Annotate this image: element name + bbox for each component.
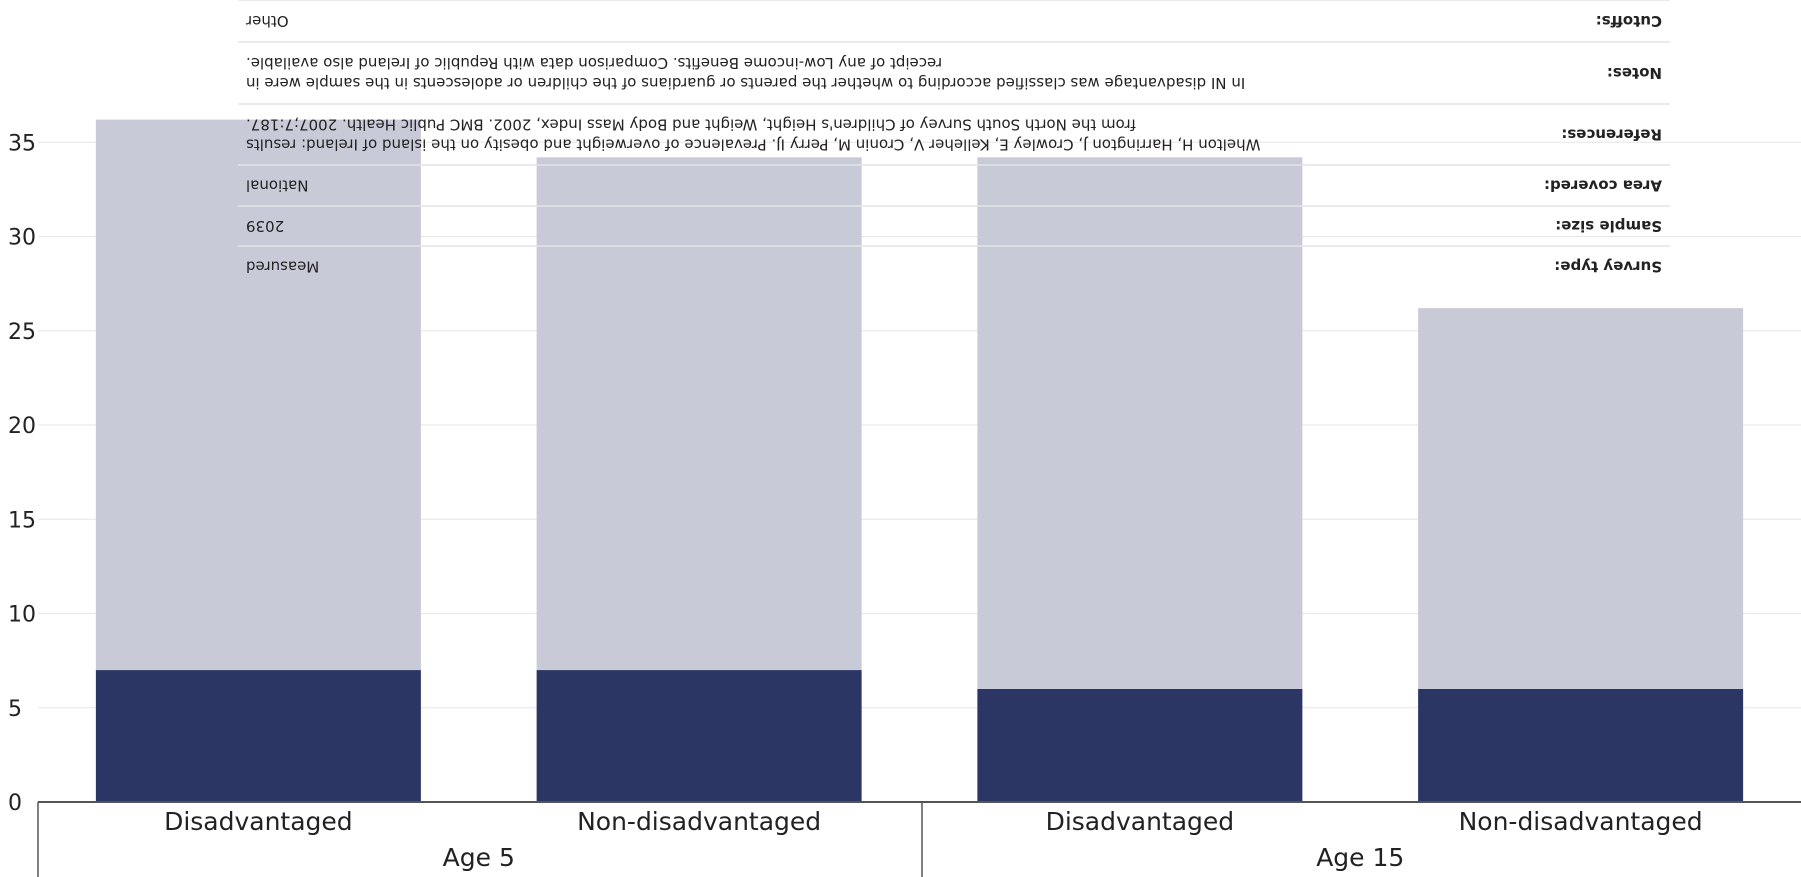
x-group-label: Age 5 xyxy=(443,843,515,872)
info-table-rotated: Cutoffs: Other Notes: In NI disadvantage wa… xyxy=(238,0,1670,276)
info-table-key: Survey type: xyxy=(1554,258,1662,276)
info-table-key: Area covered: xyxy=(1544,177,1662,195)
x-group-label: Age 15 xyxy=(1316,843,1404,872)
info-table-key: Cutoffs: xyxy=(1596,12,1662,30)
y-tick-label: 20 xyxy=(8,414,36,439)
x-category-label: Disadvantaged xyxy=(1046,807,1235,836)
info-table-value: Measured xyxy=(246,258,319,276)
y-tick-label: 5 xyxy=(8,697,22,722)
info-table-value: 2039 xyxy=(246,217,284,235)
bar-segment-lower xyxy=(536,670,862,802)
info-table-key: Notes: xyxy=(1607,64,1662,82)
info-table-value: Whelton H, Harrington J, Crowley E, Kell… xyxy=(246,136,1261,154)
bar-segment-upper xyxy=(1418,308,1744,689)
y-tick-label: 15 xyxy=(8,508,36,533)
x-category-label: Non-disadvantaged xyxy=(1459,807,1703,836)
info-table: Cutoffs: Other Notes: In NI disadvantage wa… xyxy=(238,0,1670,276)
bar-segment-lower xyxy=(977,688,1303,802)
x-category-label: Non-disadvantaged xyxy=(577,807,821,836)
bar-segment-upper xyxy=(536,157,862,671)
info-table-value: In NI disadvantage was classified accord… xyxy=(246,74,1245,92)
bar-segment-upper xyxy=(977,157,1303,689)
y-tick-label: 10 xyxy=(8,603,36,628)
y-tick-label: 35 xyxy=(8,131,36,156)
info-table-key: References: xyxy=(1561,126,1662,144)
axes: 0 5 10 15 20 25 30 35 Disadvantaged Non-disadvant… xyxy=(8,131,1801,877)
y-tick-label: 30 xyxy=(8,226,36,251)
bar-segment-lower xyxy=(1418,688,1744,802)
info-table-value: from the North South Survey of Children'… xyxy=(246,116,1136,134)
y-tick-label: 0 xyxy=(8,791,22,816)
y-tick-label: 25 xyxy=(8,320,36,345)
x-category-label: Disadvantaged xyxy=(164,807,353,836)
bar-segment-upper xyxy=(95,119,421,671)
bar-segment-lower xyxy=(95,670,421,802)
info-table-value: receipt of any Low-income Benefits. Comp… xyxy=(246,54,942,72)
info-table-value: Other xyxy=(245,12,288,30)
bars xyxy=(95,119,1744,802)
info-table-key: Sample size: xyxy=(1555,217,1662,235)
info-table-value: National xyxy=(246,177,309,195)
